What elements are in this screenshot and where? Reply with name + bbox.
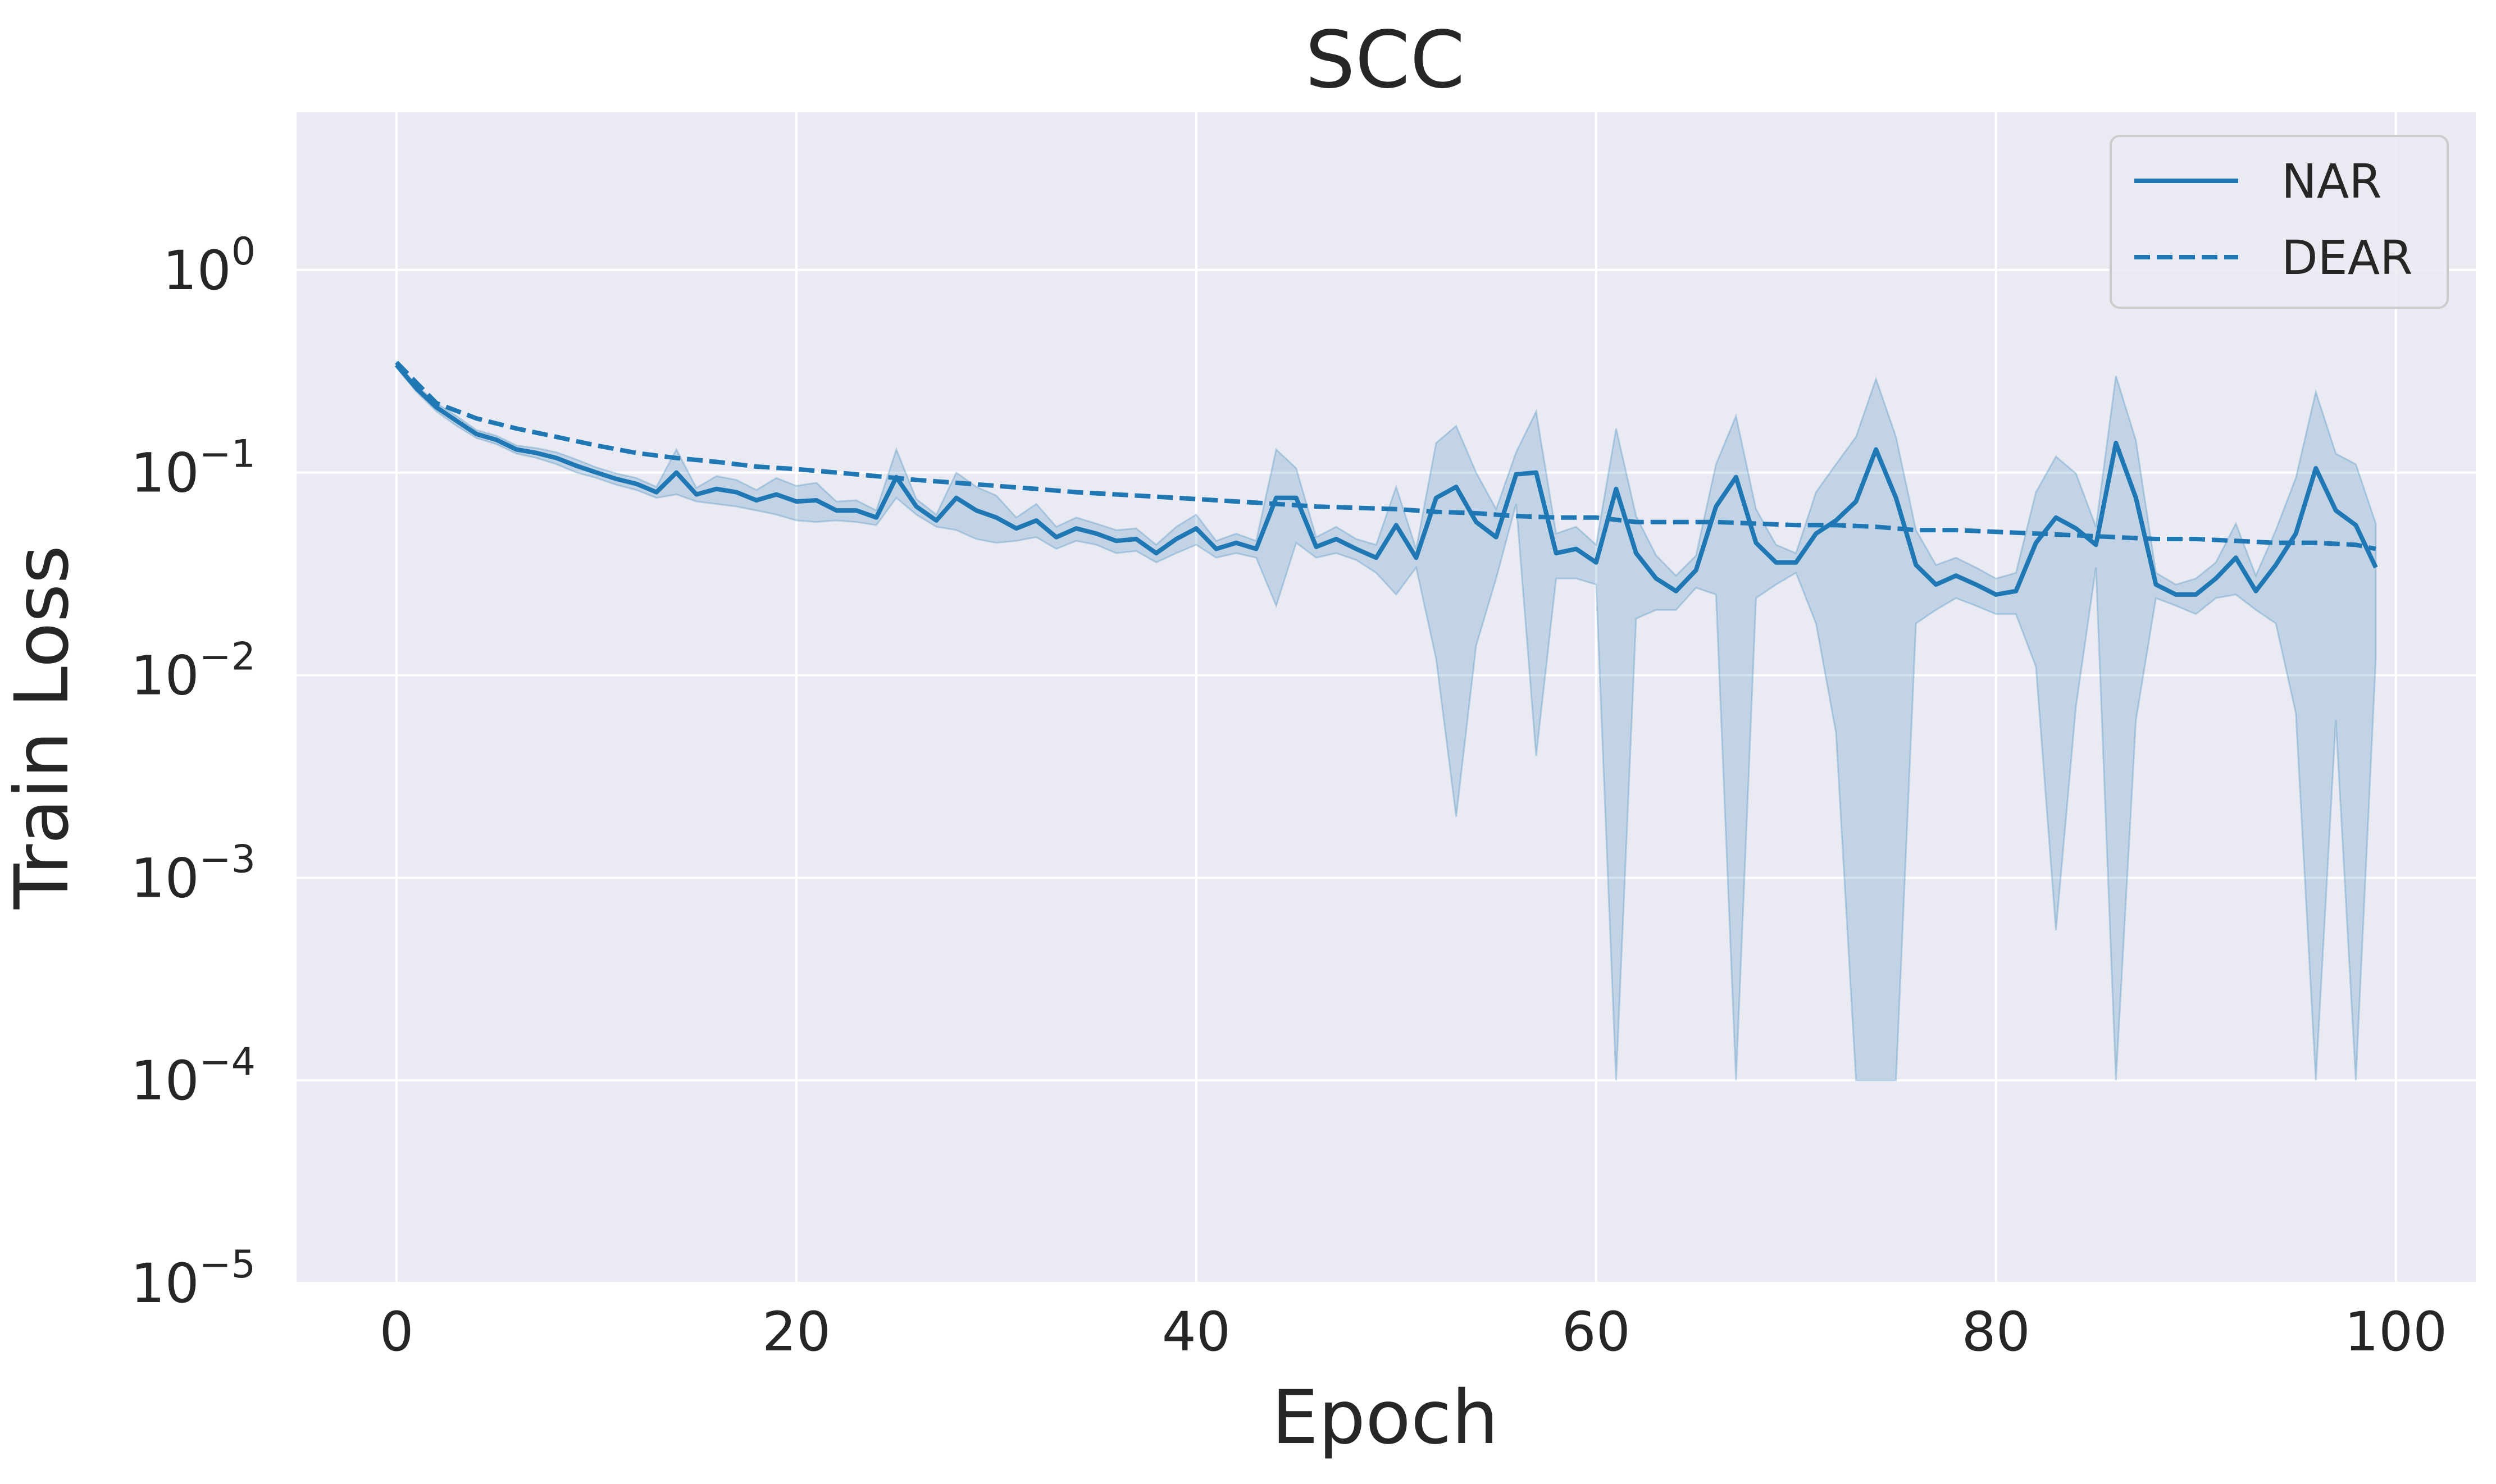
x-tick-label: 80: [1962, 1300, 2030, 1363]
y-tick-base: 10: [131, 644, 199, 707]
y-axis-title: Train Loss: [0, 545, 85, 910]
confidence-band-layer: [395, 360, 2377, 1081]
y-tick-label: 10−3: [131, 837, 256, 910]
legend-label-nar: NAR: [2281, 154, 2382, 209]
y-tick-label: 100: [163, 230, 256, 302]
y-tick-exponent: −3: [199, 837, 256, 882]
legend: NAR DEAR: [2110, 135, 2449, 309]
plot-area: [297, 112, 2476, 1283]
y-tick-base: 10: [131, 1252, 199, 1315]
y-tick-exponent: −1: [199, 432, 256, 477]
y-tick-label: 10−1: [131, 432, 256, 505]
nar-confidence-band: [395, 360, 2377, 1081]
y-tick-exponent: 0: [231, 230, 256, 274]
y-tick-label: 10−5: [131, 1243, 256, 1315]
y-tick-base: 10: [131, 442, 199, 505]
y-tick-base: 10: [131, 847, 199, 910]
x-tick-label: 100: [2344, 1300, 2447, 1363]
y-tick-exponent: −4: [199, 1040, 256, 1084]
y-tick-base: 10: [131, 1049, 199, 1112]
y-tick-exponent: −2: [199, 634, 256, 679]
x-tick-labels: 0 20 40 60 80 100: [379, 1300, 2447, 1363]
chart-title: SCC: [1305, 15, 1465, 106]
y-tick-label: 10−2: [131, 634, 256, 707]
x-tick-label: 0: [379, 1300, 413, 1363]
series-line-dear: [395, 360, 2376, 551]
legend-label-dear: DEAR: [2281, 230, 2413, 285]
y-tick-label: 10−4: [131, 1040, 256, 1112]
x-tick-label: 40: [1162, 1300, 1231, 1363]
y-tick-exponent: −5: [199, 1243, 256, 1287]
x-tick-label: 60: [1562, 1300, 1630, 1363]
series-line-layer: [394, 360, 2378, 597]
x-axis-title: Epoch: [1272, 1375, 1498, 1461]
y-tick-base: 10: [163, 239, 231, 302]
x-tick-label: 20: [762, 1300, 831, 1363]
series-line-nar: [394, 363, 2378, 597]
